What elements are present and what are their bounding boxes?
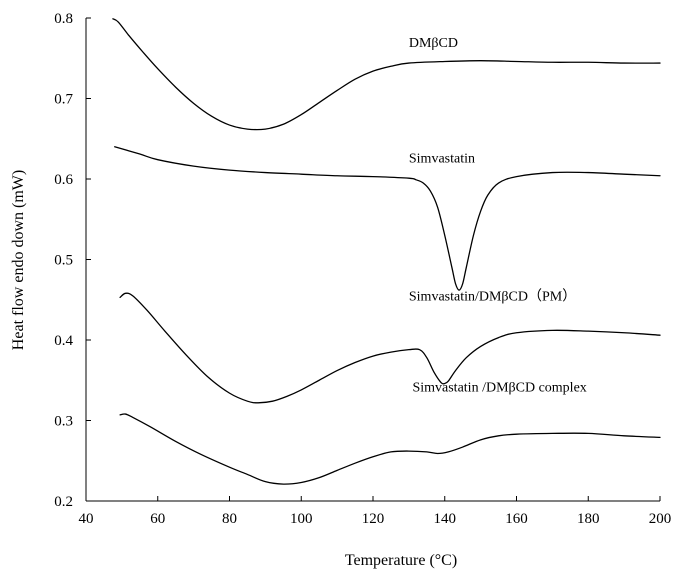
x-tick-label-60: 60 [150, 511, 165, 527]
curve-dmbcd [112, 18, 661, 131]
y-tick-label-0.6: 0.6 [54, 172, 73, 188]
y-tick-label-0.8: 0.8 [54, 11, 73, 27]
x-tick-label-180: 180 [577, 511, 600, 527]
x-tick-label-160: 160 [505, 511, 528, 527]
x-tick-label-120: 120 [362, 511, 385, 527]
x-tick-label-200: 200 [649, 511, 672, 527]
series-curves [112, 18, 661, 485]
y-tick-label-0.5: 0.5 [54, 253, 73, 269]
series-label-simvastatin: Simvastatin [409, 151, 475, 166]
y-tick-label-0.7: 0.7 [54, 92, 73, 108]
y-axis-title: Heat flow endo down (mW) [10, 170, 27, 350]
y-tick-label-0.2: 0.2 [54, 494, 73, 510]
curve-simvastatin [114, 146, 661, 291]
x-tick-label-40: 40 [79, 511, 94, 527]
series-label-simvastatin-dmbcd-complex: Simvastatin /DMβCD complex [412, 381, 586, 396]
y-tick-label-0.4: 0.4 [54, 333, 73, 349]
series-labels: DMβCD Simvastatin Simvastatin/DMβCD（PM） Sim… [409, 36, 587, 396]
series-label-simvastatin-dmbcd-pm: Simvastatin/DMβCD（PM） [409, 289, 576, 305]
ticks: 40 60 80 100 120 140 160 180 200 0.2 0.3 0.4 0.5 0.6 0… [54, 11, 671, 527]
axes [85, 18, 660, 502]
x-tick-label-140: 140 [434, 511, 457, 527]
y-tick-label-0.3: 0.3 [54, 414, 73, 430]
x-tick-label-80: 80 [222, 511, 237, 527]
curve-simvastatin-dmbcd-pm [119, 292, 661, 404]
x-tick-label-100: 100 [290, 511, 313, 527]
curve-simvastatin-dmbcd-complex [119, 413, 661, 485]
series-label-dmbcd: DMβCD [409, 36, 458, 51]
x-axis-title: Temperature (°C) [345, 552, 457, 569]
